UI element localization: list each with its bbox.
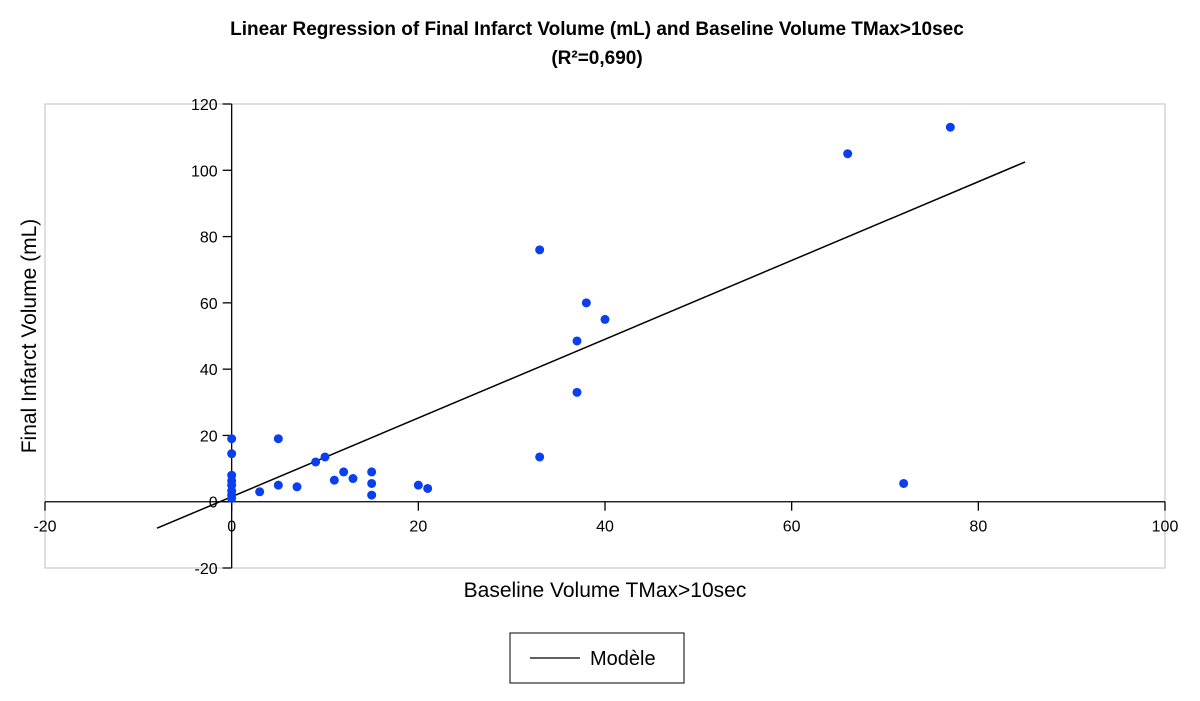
data-point (899, 478, 909, 488)
data-point (273, 434, 283, 444)
x-tick-label: 20 (409, 519, 427, 536)
data-point (320, 452, 330, 462)
x-tick-label: 60 (783, 519, 801, 536)
data-point (227, 493, 237, 503)
x-axis-label: Baseline Volume TMax>10sec (464, 579, 747, 602)
data-point (945, 122, 955, 132)
data-point (367, 490, 377, 500)
legend-label: Modèle (590, 648, 656, 670)
y-tick-label: 120 (191, 97, 218, 114)
data-point (329, 475, 339, 485)
data-point (273, 480, 283, 490)
data-point (413, 480, 423, 490)
y-tick-label: 100 (191, 163, 218, 180)
y-axis-label: Final Infarct Volume (mL) (18, 219, 41, 454)
data-point (367, 467, 377, 477)
chart-title: Linear Regression of Final Infarct Volum… (230, 19, 964, 40)
regression-line (156, 161, 1026, 529)
data-point (581, 298, 591, 308)
y-tick-label: -20 (195, 561, 218, 578)
data-point (348, 474, 358, 484)
x-tick-label: 100 (1152, 519, 1179, 536)
data-point (227, 449, 237, 459)
data-point (227, 434, 237, 444)
data-point (600, 314, 610, 324)
data-point (535, 245, 545, 255)
y-tick-label: 60 (200, 296, 218, 313)
data-point (572, 387, 582, 397)
data-point (255, 487, 265, 497)
y-tick-label: 80 (200, 230, 218, 247)
legend: Modèle (509, 632, 685, 684)
data-point (311, 457, 321, 467)
x-tick-label: 0 (227, 519, 236, 536)
data-point (843, 149, 853, 159)
data-point (367, 478, 377, 488)
x-tick-label: 80 (969, 519, 987, 536)
y-tick-label: 0 (209, 495, 218, 512)
chart-subtitle: (R²=0,690) (551, 48, 642, 69)
y-tick-label: 40 (200, 362, 218, 379)
data-point (572, 336, 582, 346)
x-tick-label: 40 (596, 519, 614, 536)
plot-area-border (44, 103, 1166, 569)
y-tick-label: 20 (200, 428, 218, 445)
x-tick-label: -20 (33, 519, 56, 536)
data-point (535, 452, 545, 462)
data-point (339, 467, 349, 477)
data-point (423, 483, 433, 493)
data-point (292, 482, 302, 492)
